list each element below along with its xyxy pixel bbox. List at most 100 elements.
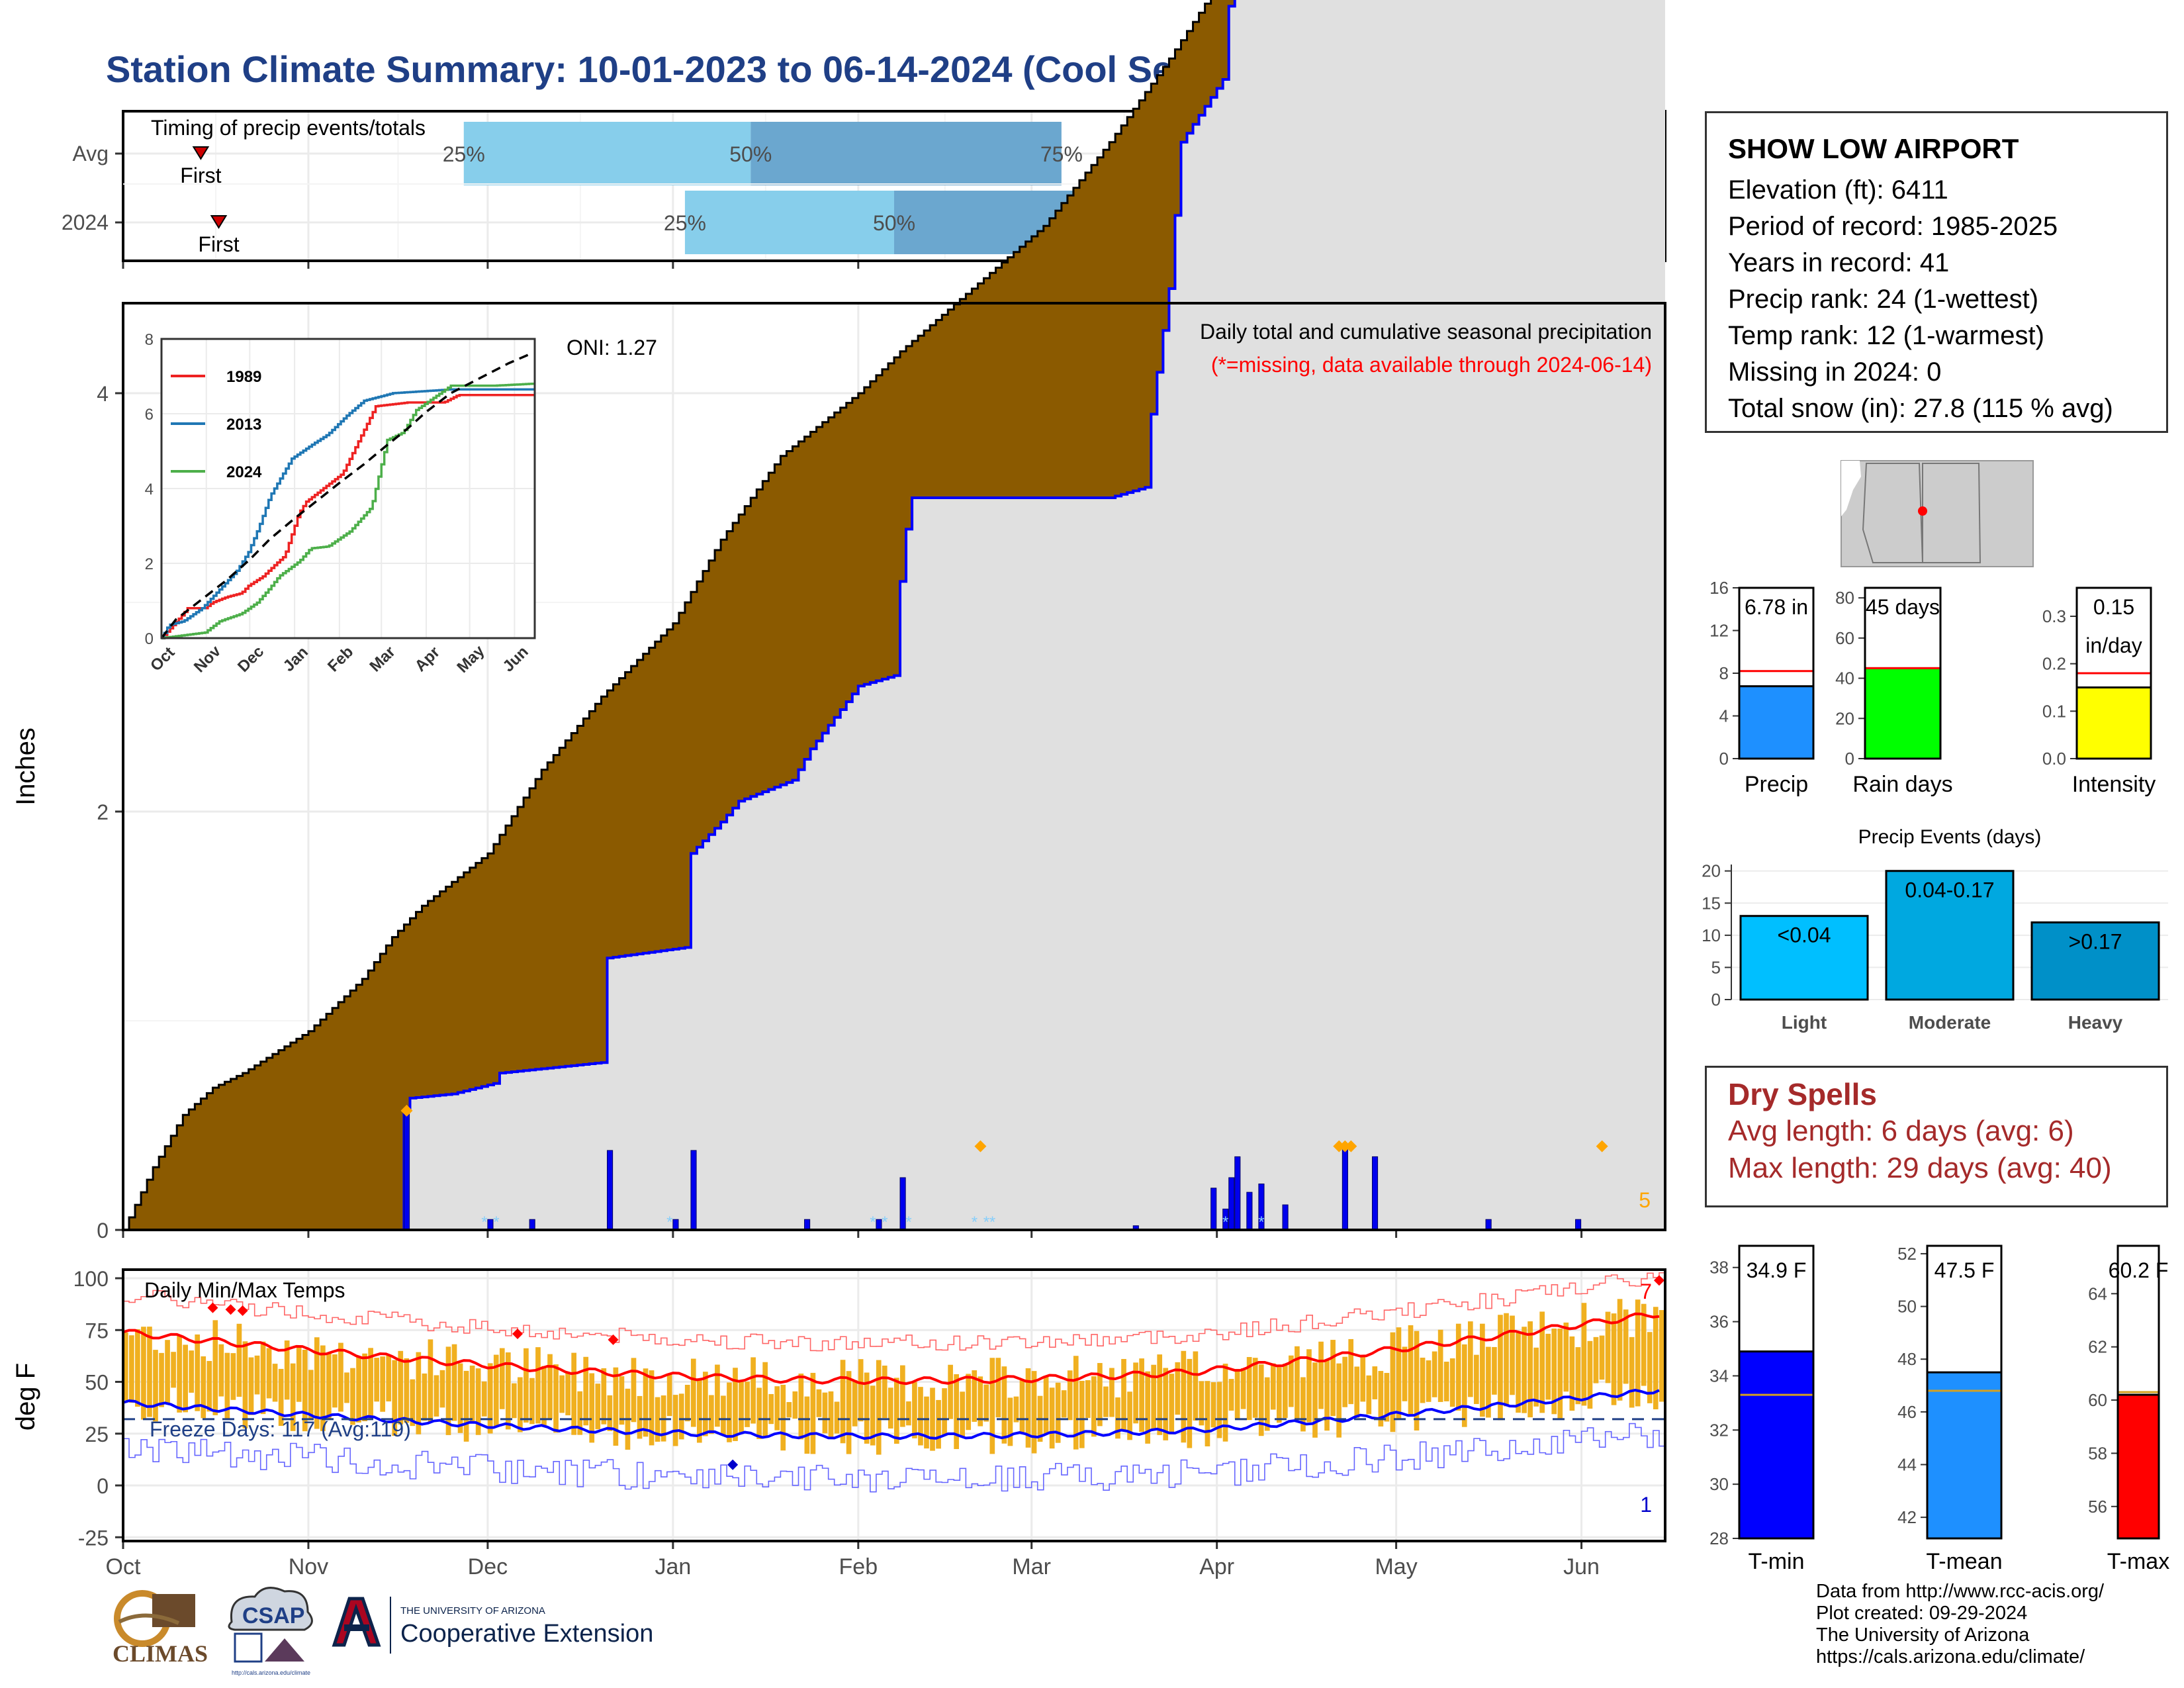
- daily-precip-bar: [529, 1219, 535, 1231]
- credit-line: Data from http://www.rcc-acis.org/: [1816, 1581, 2105, 1602]
- daily-precip-bar: [1485, 1219, 1492, 1231]
- daily-temp-bar: [1641, 1303, 1647, 1386]
- daily-precip-bar: [403, 1110, 410, 1231]
- daily-temp-bar: [1283, 1364, 1288, 1419]
- daily-temp-bar: [583, 1356, 589, 1426]
- daily-temp-bar: [535, 1347, 541, 1424]
- events-y-tick-label: 10: [1702, 925, 1721, 945]
- mini-frame: [2075, 586, 2152, 760]
- max-precip-marker: [1339, 1140, 1351, 1152]
- daily-temp-bar: [678, 1393, 684, 1440]
- snow-marker: *: [666, 1213, 672, 1231]
- daily-temp-bar: [804, 1396, 810, 1454]
- daily-temp-bar: [900, 1365, 905, 1427]
- freeze-days-label: Freeze Days: 117 (Avg:119): [150, 1417, 411, 1441]
- daily-temp-bar: [1348, 1338, 1354, 1405]
- daily-temp-bar: [1210, 1382, 1216, 1428]
- daily-temp-bar: [1121, 1358, 1126, 1430]
- record-high-marker: [237, 1305, 248, 1316]
- y-tick-label: 2: [97, 800, 109, 824]
- daily-temp-bar: [1043, 1376, 1049, 1434]
- daily-temp-bar: [171, 1352, 176, 1388]
- inset-y-tick-label: 2: [145, 555, 154, 573]
- temps-y-axis-label: deg F: [11, 1363, 40, 1430]
- temps-frame: [122, 1268, 1666, 1542]
- daily-temp-bar: [439, 1370, 445, 1408]
- first-event-marker: [210, 215, 228, 229]
- daily-temp-bar: [1360, 1355, 1366, 1402]
- page-title: Station Climate Summary: 10-01-2023 to 0…: [106, 48, 1272, 90]
- tbar-bar: [2116, 1393, 2160, 1540]
- q25-label: 25%: [443, 142, 485, 166]
- daily-temp-bar: [589, 1373, 595, 1443]
- events-y-tick-label: 15: [1702, 893, 1721, 913]
- snow-marker: *: [972, 1213, 978, 1231]
- tbar-frame: [1926, 1244, 2003, 1540]
- daily-temp-bar: [1097, 1363, 1103, 1427]
- daily-temp-bar: [1073, 1356, 1079, 1450]
- mini-y-tick-label: 60: [1835, 628, 1854, 648]
- daily-temp-bar: [1372, 1366, 1378, 1399]
- daily-temp-bar: [924, 1396, 929, 1449]
- daily-temp-bar: [828, 1391, 834, 1437]
- daily-temp-bar: [727, 1382, 732, 1442]
- inset-frame: [160, 338, 536, 639]
- record-min-line: [123, 1423, 1665, 1493]
- temp-bars-panel: 28 30 32 34 36 38 34.9 F T-min 42 44 46 48 50 52 47.5 …: [1709, 1244, 2169, 1574]
- daily-temp-bar: [1551, 1328, 1557, 1415]
- ua-big-text: Cooperative Extension: [400, 1620, 653, 1648]
- daily-temp-bar: [978, 1376, 983, 1427]
- daily-temp-bar: [559, 1375, 565, 1413]
- mini-y-tick-label: 20: [1835, 708, 1854, 728]
- daily-temp-bar: [416, 1352, 422, 1434]
- daily-temp-bar: [1013, 1396, 1019, 1423]
- daily-temp-bar: [260, 1341, 266, 1415]
- daily-temp-bar: [1175, 1362, 1181, 1415]
- daily-temp-bar: [183, 1344, 188, 1413]
- credit-line: The University of Arizona: [1816, 1624, 2030, 1646]
- daily-temp-bar: [1103, 1386, 1109, 1417]
- events-bar-value: <0.04: [1778, 923, 1831, 947]
- daily-temp-bar: [547, 1354, 553, 1419]
- daily-temp-bar: [308, 1370, 314, 1421]
- climas-logo-text: CLIMAS: [113, 1640, 208, 1667]
- daily-temp-bar: [858, 1359, 864, 1422]
- daily-precip-bar: [804, 1219, 811, 1231]
- events-y-tick-label: 0: [1711, 990, 1721, 1009]
- daily-temp-bar: [942, 1388, 947, 1436]
- daily-temp-bar: [960, 1391, 966, 1437]
- tbar-y-tick-label: 42: [1897, 1507, 1917, 1527]
- daily-temp-bar: [1300, 1377, 1306, 1432]
- tbar-y-tick-label: 64: [2088, 1284, 2107, 1303]
- dry-spells-title: Dry Spells: [1728, 1077, 1877, 1111]
- mini-y-tick-label: 12: [1709, 621, 1729, 641]
- daily-temp-bar: [386, 1354, 392, 1402]
- mini-y-tick-label: 80: [1835, 588, 1854, 608]
- daily-precip-bar: [1342, 1146, 1348, 1231]
- dry-spells-max: Max length: 29 days (avg: 40): [1728, 1152, 2112, 1184]
- daily-temp-bar: [165, 1340, 170, 1404]
- daily-temp-bar: [649, 1370, 655, 1446]
- inset-x-tick-label: Jun: [500, 643, 532, 675]
- avg-max-line: [122, 1312, 1660, 1385]
- daily-temp-bar: [655, 1397, 660, 1442]
- daily-temp-bar: [1539, 1311, 1545, 1413]
- observed-cumulative-area: [123, 0, 1665, 1230]
- daily-temp-bar: [1587, 1340, 1593, 1409]
- daily-temp-bar: [1384, 1373, 1390, 1422]
- daily-temp-bar: [422, 1373, 428, 1421]
- tbar-y-tick-label: 34: [1709, 1366, 1729, 1385]
- daily-temp-bar: [1414, 1331, 1420, 1431]
- daily-temp-bar: [242, 1341, 248, 1429]
- daily-temp-bar: [810, 1372, 816, 1454]
- max-precip-marker: [1345, 1140, 1357, 1152]
- inset-y-tick-label: 4: [145, 481, 154, 498]
- daily-temp-bar: [1569, 1336, 1575, 1411]
- daily-precip-bar: [1575, 1219, 1582, 1231]
- daily-temp-bar: [380, 1356, 386, 1412]
- daily-temp-bar: [1461, 1344, 1467, 1427]
- daily-temp-bar: [1575, 1347, 1581, 1405]
- daily-temp-bar: [684, 1384, 690, 1422]
- daily-temp-bar: [876, 1360, 882, 1455]
- daily-precip-bar: [487, 1219, 494, 1231]
